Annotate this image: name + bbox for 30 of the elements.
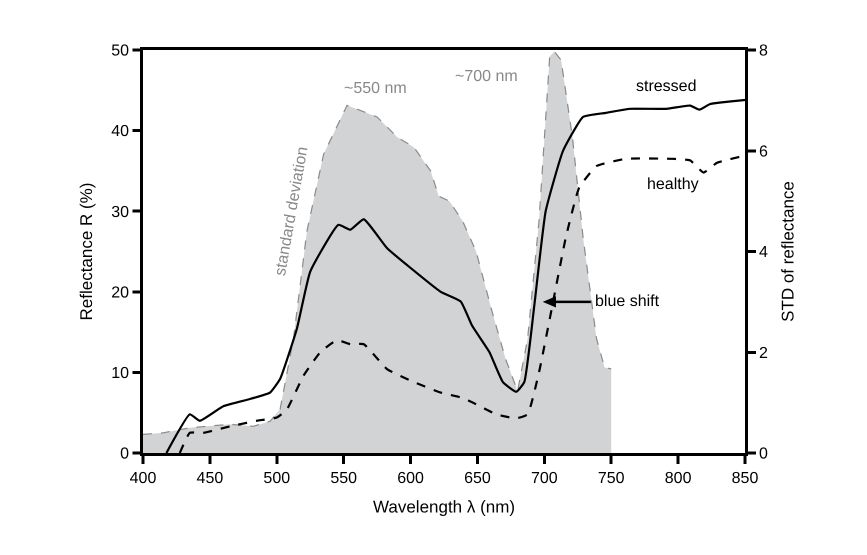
y2-tick-label: 8 <box>758 42 768 60</box>
y2-tick-label: 6 <box>758 143 768 160</box>
x-tick-label: 600 <box>397 470 424 487</box>
y-tick-label: 10 <box>111 365 130 382</box>
x-tick-label: 750 <box>598 470 625 487</box>
y2-axis-title: STD of reflectance <box>778 181 798 322</box>
x-tick-label: 400 <box>130 470 156 487</box>
y-tick-label: 50 <box>111 42 130 60</box>
x-axis-title: Wavelength λ (nm) <box>372 497 516 516</box>
x-tick-label: 450 <box>196 470 224 487</box>
annotation: blue shift <box>595 293 660 310</box>
series-label: healthy <box>647 176 699 193</box>
x-tick-label: 700 <box>530 470 558 487</box>
annotation: ~700 nm <box>455 68 518 85</box>
y-tick-label: 30 <box>111 204 130 221</box>
y-axis-title: Reflectance R (%) <box>76 182 96 320</box>
x-tick-label: 850 <box>732 470 758 487</box>
y2-tick-label: 4 <box>758 244 768 262</box>
y-tick-label: 0 <box>120 446 130 463</box>
series-label: stressed <box>636 78 696 95</box>
y-tick-label: 20 <box>111 284 130 302</box>
x-tick-label: 500 <box>263 470 290 487</box>
y2-tick-label: 2 <box>758 344 768 362</box>
y-tick-label: 40 <box>111 123 130 140</box>
annotation: ~550 nm <box>344 80 407 97</box>
y2-tick-label: 0 <box>758 446 768 463</box>
x-tick-label: 800 <box>664 470 692 487</box>
annotation: standard deviation <box>272 145 312 278</box>
x-tick-label: 550 <box>330 470 358 487</box>
x-tick-label: 650 <box>464 470 491 487</box>
